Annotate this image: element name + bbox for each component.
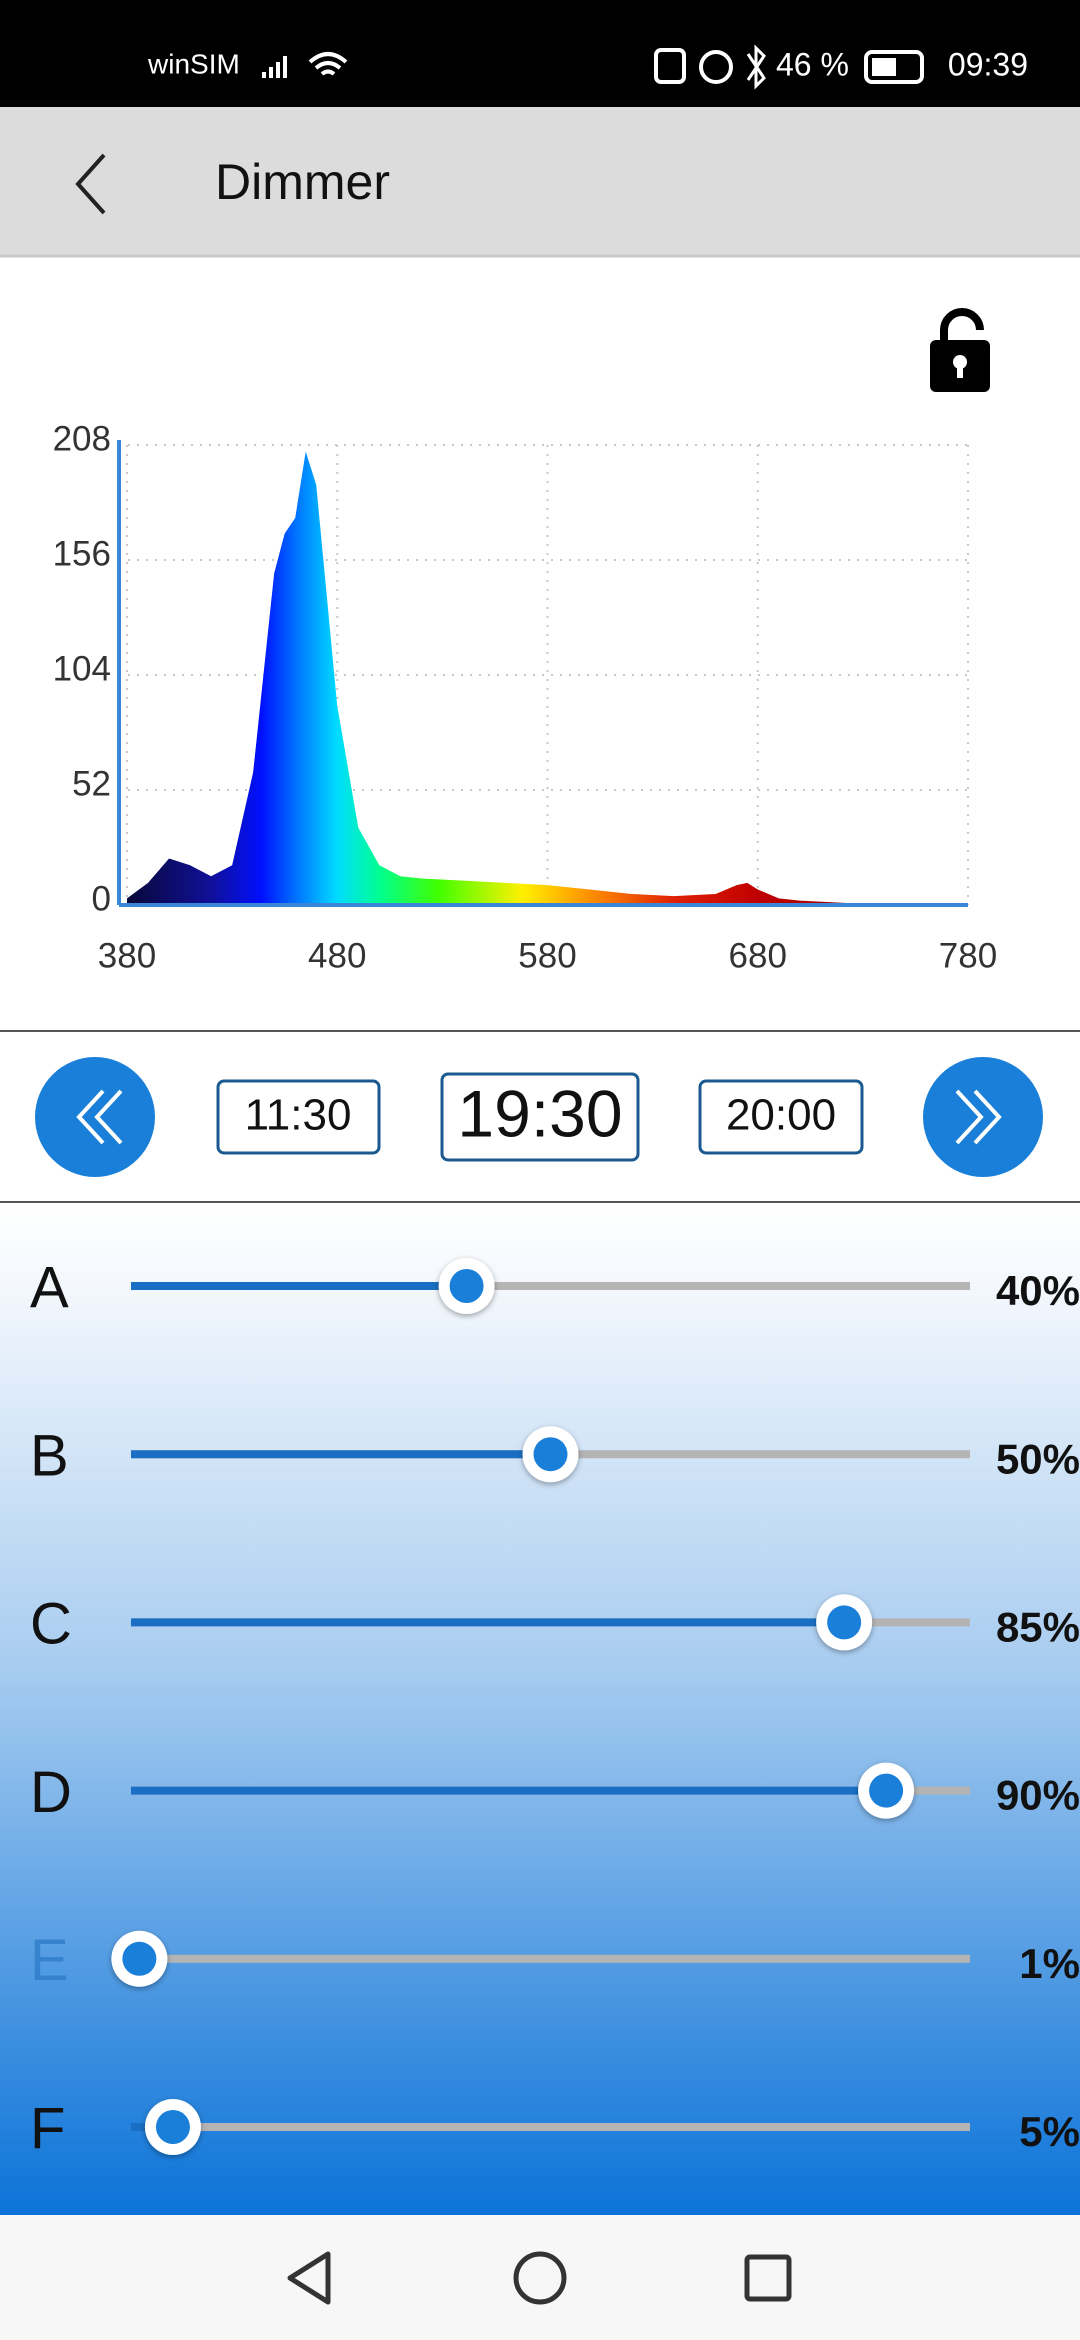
bluetooth-icon <box>746 44 766 90</box>
previous-icon <box>76 1089 123 1145</box>
slider-handle-dot <box>827 1605 862 1640</box>
y-tick-label: 208 <box>53 419 111 458</box>
channel-label: F <box>30 2096 65 2161</box>
carrier: winSIM <box>147 48 240 79</box>
channel-label: C <box>30 1592 72 1657</box>
x-tick-label: 380 <box>98 936 156 975</box>
battery-percent: 46 % <box>776 46 849 82</box>
lock-button[interactable] <box>930 308 990 392</box>
signal-icon <box>262 56 287 78</box>
back-button[interactable] <box>75 153 106 215</box>
next-time-box[interactable] <box>698 1079 864 1155</box>
channel-percent: 90% <box>996 1772 1080 1819</box>
spectrum-area <box>127 451 968 905</box>
y-tick-label: 156 <box>53 534 111 573</box>
current-time: 19:30 <box>457 1076 622 1150</box>
slider-handle-dot <box>122 1941 157 1976</box>
nav-back[interactable] <box>287 2251 331 2305</box>
channel-percent: 50% <box>996 1435 1080 1482</box>
y-tick-label: 0 <box>92 879 111 918</box>
x-tick-label: 780 <box>939 936 997 975</box>
next-icon <box>955 1089 1002 1145</box>
channel-list: A 40% B 50% C 85% D 90% E 1% F 5% <box>30 1255 1080 2161</box>
slider-handle-dot <box>449 1269 484 1303</box>
previous-time: 11:30 <box>245 1091 352 1140</box>
channel-label: D <box>30 1760 72 1825</box>
channel-percent: 1% <box>1019 1940 1080 1987</box>
battery-level <box>872 58 896 76</box>
channel-percent: 85% <box>996 1603 1080 1650</box>
channel-label: B <box>30 1424 69 1489</box>
channel-label: A <box>30 1255 69 1320</box>
nav-recents[interactable] <box>744 2254 792 2302</box>
channel-percent: 40% <box>996 1267 1080 1314</box>
nfc-icon <box>654 48 686 84</box>
page-title: Dimmer <box>215 154 390 210</box>
channel-label: E <box>30 1928 69 1993</box>
alarm-icon <box>699 50 733 84</box>
channel-percent: 5% <box>1019 2108 1080 2155</box>
x-tick-label: 580 <box>518 936 576 975</box>
current-time-box <box>440 1072 640 1162</box>
x-tick-label: 480 <box>308 936 366 975</box>
spectrum-chart: 0 52 104 156 208 380 480 580 680 780 <box>53 419 998 975</box>
nav-home[interactable] <box>513 2251 567 2305</box>
nav-bar <box>0 2215 1080 2340</box>
x-tick-label: 680 <box>729 936 787 975</box>
slider-handle-dot <box>869 1773 904 1808</box>
previous-time-box[interactable] <box>216 1079 381 1155</box>
clock: 09:39 <box>948 46 1028 82</box>
app-bar <box>0 107 1080 257</box>
slider-handle-dot <box>533 1437 568 1472</box>
battery-icon <box>864 50 924 84</box>
next-time: 20:00 <box>726 1091 836 1140</box>
y-tick-label: 52 <box>72 764 111 803</box>
y-tick-label: 104 <box>53 649 111 688</box>
wifi-icon <box>308 52 348 76</box>
channels-panel <box>0 1203 1080 2215</box>
slider-handle-dot <box>155 2110 190 2144</box>
